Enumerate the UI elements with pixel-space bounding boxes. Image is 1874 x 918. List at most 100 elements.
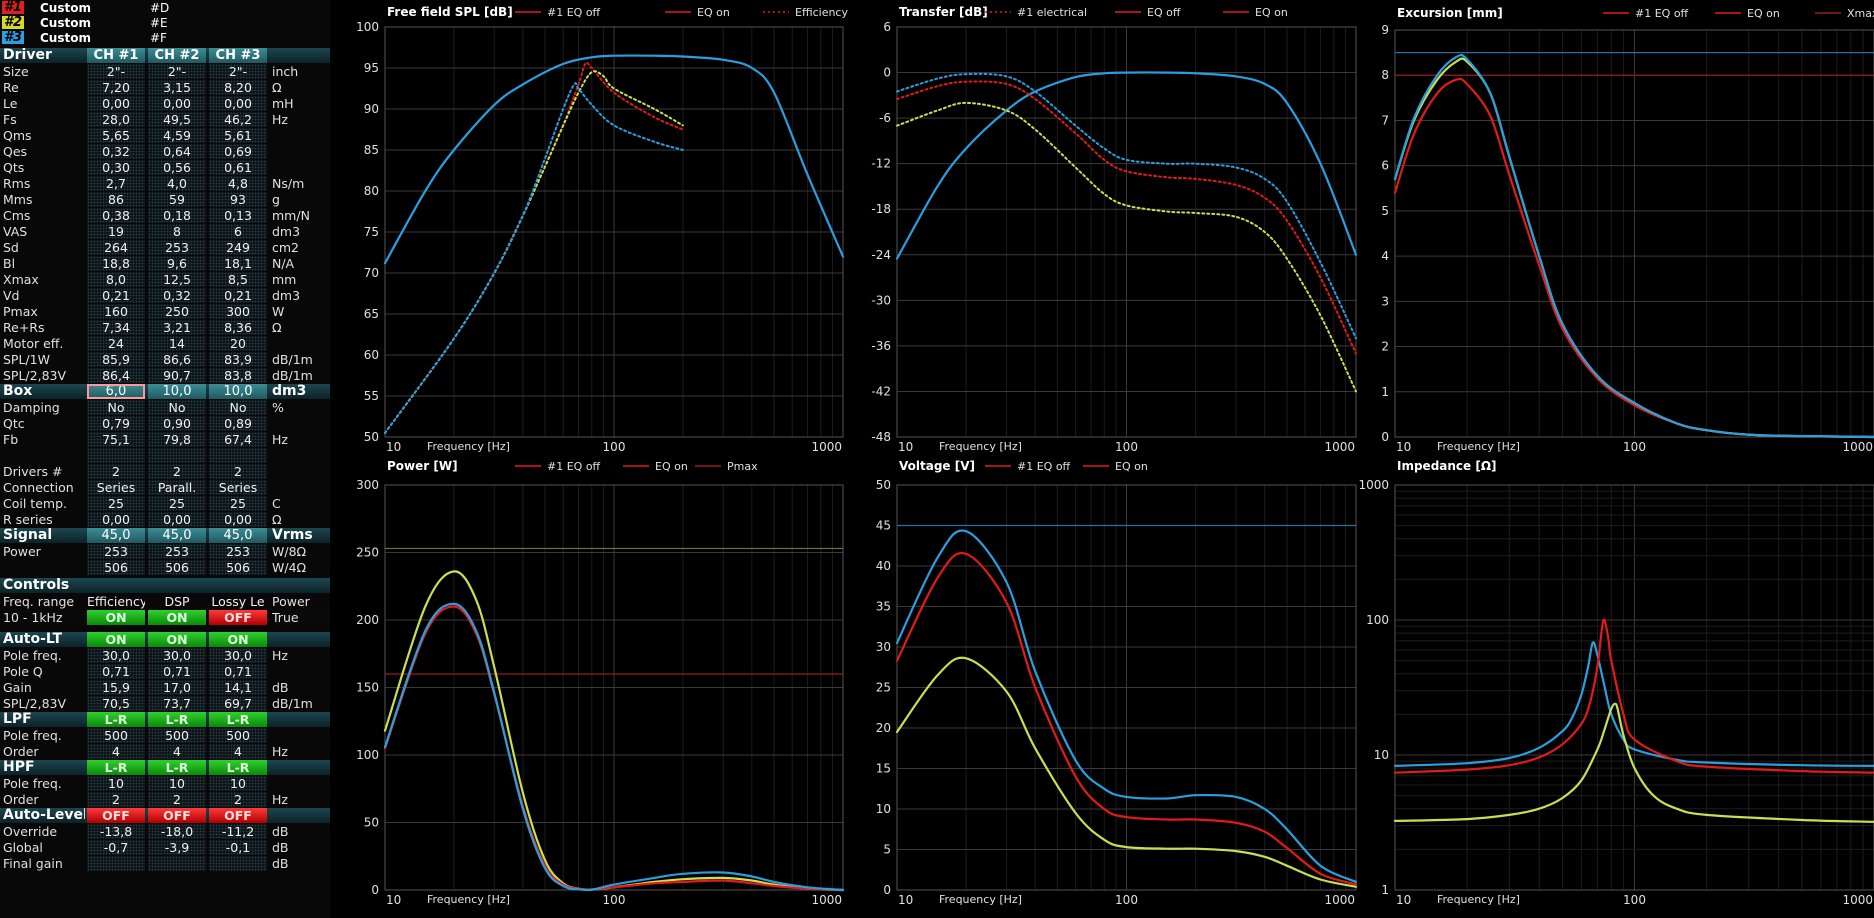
autolt-toggle-ch1[interactable]: ON — [87, 632, 145, 647]
param-value-ch3[interactable]: 0,13 — [209, 208, 267, 223]
box-volume-ch1[interactable]: 6,0 — [87, 384, 145, 399]
param-value-ch3[interactable]: 2 — [209, 792, 267, 807]
param-value-ch3[interactable]: -0,1 — [209, 840, 267, 855]
param-value-ch2[interactable]: 49,5 — [148, 112, 206, 127]
param-value-ch3[interactable]: 93 — [209, 192, 267, 207]
param-value-ch1[interactable]: 7,20 — [87, 80, 145, 95]
preset-row[interactable]: #3 Custom #F — [0, 30, 330, 45]
param-value-ch3[interactable]: Series — [209, 480, 267, 495]
param-value-ch2[interactable]: 2"- — [148, 64, 206, 79]
efficiency-toggle[interactable]: ON — [87, 610, 145, 625]
autolevel-toggle-ch1[interactable]: OFF — [87, 808, 145, 823]
param-value-ch3[interactable]: 8,36 — [209, 320, 267, 335]
param-value-ch3[interactable]: 0,21 — [209, 288, 267, 303]
lpf-toggle-ch2[interactable]: L-R — [148, 712, 206, 727]
param-value-ch1[interactable]: 25 — [87, 496, 145, 511]
param-value-ch2[interactable] — [148, 856, 206, 871]
channel-1-header[interactable]: CH #1 — [87, 48, 145, 63]
param-value-ch1[interactable]: 0,32 — [87, 144, 145, 159]
param-value-ch2[interactable]: 79,8 — [148, 432, 206, 447]
param-value-ch2[interactable]: Parall. — [148, 480, 206, 495]
param-value-ch2[interactable]: 0,90 — [148, 416, 206, 431]
lossy-le-toggle[interactable]: OFF — [209, 610, 267, 625]
param-value-ch2[interactable]: 4 — [148, 744, 206, 759]
param-value-ch1[interactable]: 10 — [87, 776, 145, 791]
param-value-ch2[interactable]: 59 — [148, 192, 206, 207]
autolevel-toggle-ch2[interactable]: OFF — [148, 808, 206, 823]
param-value-ch2[interactable]: 0,00 — [148, 512, 206, 527]
param-value-ch3[interactable]: 4,8 — [209, 176, 267, 191]
param-value-ch3[interactable] — [209, 448, 267, 463]
param-value-ch1[interactable]: -13,8 — [87, 824, 145, 839]
param-value-ch1[interactable]: 75,1 — [87, 432, 145, 447]
param-value-ch2[interactable]: 3,15 — [148, 80, 206, 95]
param-value-ch3[interactable]: 83,9 — [209, 352, 267, 367]
param-value-ch1[interactable]: 28,0 — [87, 112, 145, 127]
param-value-ch3[interactable]: 67,4 — [209, 432, 267, 447]
param-value-ch2[interactable]: 0,18 — [148, 208, 206, 223]
param-value-ch2[interactable]: 4,0 — [148, 176, 206, 191]
signal-ch1[interactable]: 45,0 — [87, 528, 145, 543]
param-value-ch3[interactable]: 69,7 — [209, 696, 267, 711]
param-value-ch2[interactable]: 4,59 — [148, 128, 206, 143]
param-value-ch1[interactable]: 0,00 — [87, 96, 145, 111]
param-value-ch2[interactable]: No — [148, 400, 206, 415]
freq-range-select[interactable]: 10 - 1kHz — [3, 610, 85, 625]
param-value-ch1[interactable]: 8,0 — [87, 272, 145, 287]
param-value-ch1[interactable]: Series — [87, 480, 145, 495]
param-value-ch1[interactable]: 264 — [87, 240, 145, 255]
param-value-ch1[interactable]: 5,65 — [87, 128, 145, 143]
param-value-ch2[interactable]: 500 — [148, 728, 206, 743]
param-value-ch2[interactable]: 9,6 — [148, 256, 206, 271]
param-value-ch3[interactable]: 300 — [209, 304, 267, 319]
param-value-ch2[interactable]: 0,64 — [148, 144, 206, 159]
param-value-ch1[interactable]: 0,38 — [87, 208, 145, 223]
lpf-toggle-ch3[interactable]: L-R — [209, 712, 267, 727]
param-value-ch3[interactable]: 4 — [209, 744, 267, 759]
param-value-ch1[interactable]: 0,30 — [87, 160, 145, 175]
box-volume-ch2[interactable]: 10,0 — [148, 384, 206, 399]
param-value-ch2[interactable]: 253 — [148, 240, 206, 255]
param-value-ch1[interactable]: 2 — [87, 464, 145, 479]
param-value-ch3[interactable]: 83,8 — [209, 368, 267, 383]
param-value-ch3[interactable]: 2 — [209, 464, 267, 479]
param-value-ch2[interactable]: 12,5 — [148, 272, 206, 287]
param-value-ch2[interactable]: 0,00 — [148, 96, 206, 111]
lpf-toggle-ch1[interactable]: L-R — [87, 712, 145, 727]
channel-3-header[interactable]: CH #3 — [209, 48, 267, 63]
param-value-ch2[interactable]: 25 — [148, 496, 206, 511]
param-value-ch3[interactable]: 8,20 — [209, 80, 267, 95]
param-value-ch3[interactable]: 25 — [209, 496, 267, 511]
param-value-ch1[interactable]: 0,21 — [87, 288, 145, 303]
param-value-ch2[interactable]: 90,7 — [148, 368, 206, 383]
param-value-ch3[interactable]: 2"- — [209, 64, 267, 79]
param-value-ch1[interactable]: 85,9 — [87, 352, 145, 367]
param-value-ch1[interactable]: 2,7 — [87, 176, 145, 191]
param-value-ch1[interactable]: 160 — [87, 304, 145, 319]
param-value-ch3[interactable]: 5,61 — [209, 128, 267, 143]
param-value-ch1[interactable]: 2 — [87, 792, 145, 807]
param-value-ch1[interactable] — [87, 448, 145, 463]
param-value-ch2[interactable]: 10 — [148, 776, 206, 791]
param-value-ch3[interactable] — [209, 856, 267, 871]
param-value-ch2[interactable] — [148, 448, 206, 463]
hpf-toggle-ch3[interactable]: L-R — [209, 760, 267, 775]
param-value-ch2[interactable]: 8 — [148, 224, 206, 239]
param-value-ch2[interactable]: 17,0 — [148, 680, 206, 695]
autolevel-toggle-ch3[interactable]: OFF — [209, 808, 267, 823]
power-toggle[interactable]: True — [272, 610, 330, 625]
param-value-ch3[interactable]: 14,1 — [209, 680, 267, 695]
hpf-toggle-ch1[interactable]: L-R — [87, 760, 145, 775]
param-value-ch1[interactable]: 70,5 — [87, 696, 145, 711]
param-value-ch3[interactable]: 46,2 — [209, 112, 267, 127]
param-value-ch1[interactable]: 18,8 — [87, 256, 145, 271]
dsp-toggle[interactable]: ON — [148, 610, 206, 625]
param-value-ch1[interactable]: 2"- — [87, 64, 145, 79]
param-value-ch2[interactable]: 2 — [148, 464, 206, 479]
param-value-ch1[interactable]: 7,34 — [87, 320, 145, 335]
param-value-ch3[interactable]: 8,5 — [209, 272, 267, 287]
param-value-ch3[interactable]: 30,0 — [209, 648, 267, 663]
param-value-ch1[interactable]: 19 — [87, 224, 145, 239]
param-value-ch3[interactable]: 0,00 — [209, 512, 267, 527]
param-value-ch2[interactable]: 0,71 — [148, 664, 206, 679]
